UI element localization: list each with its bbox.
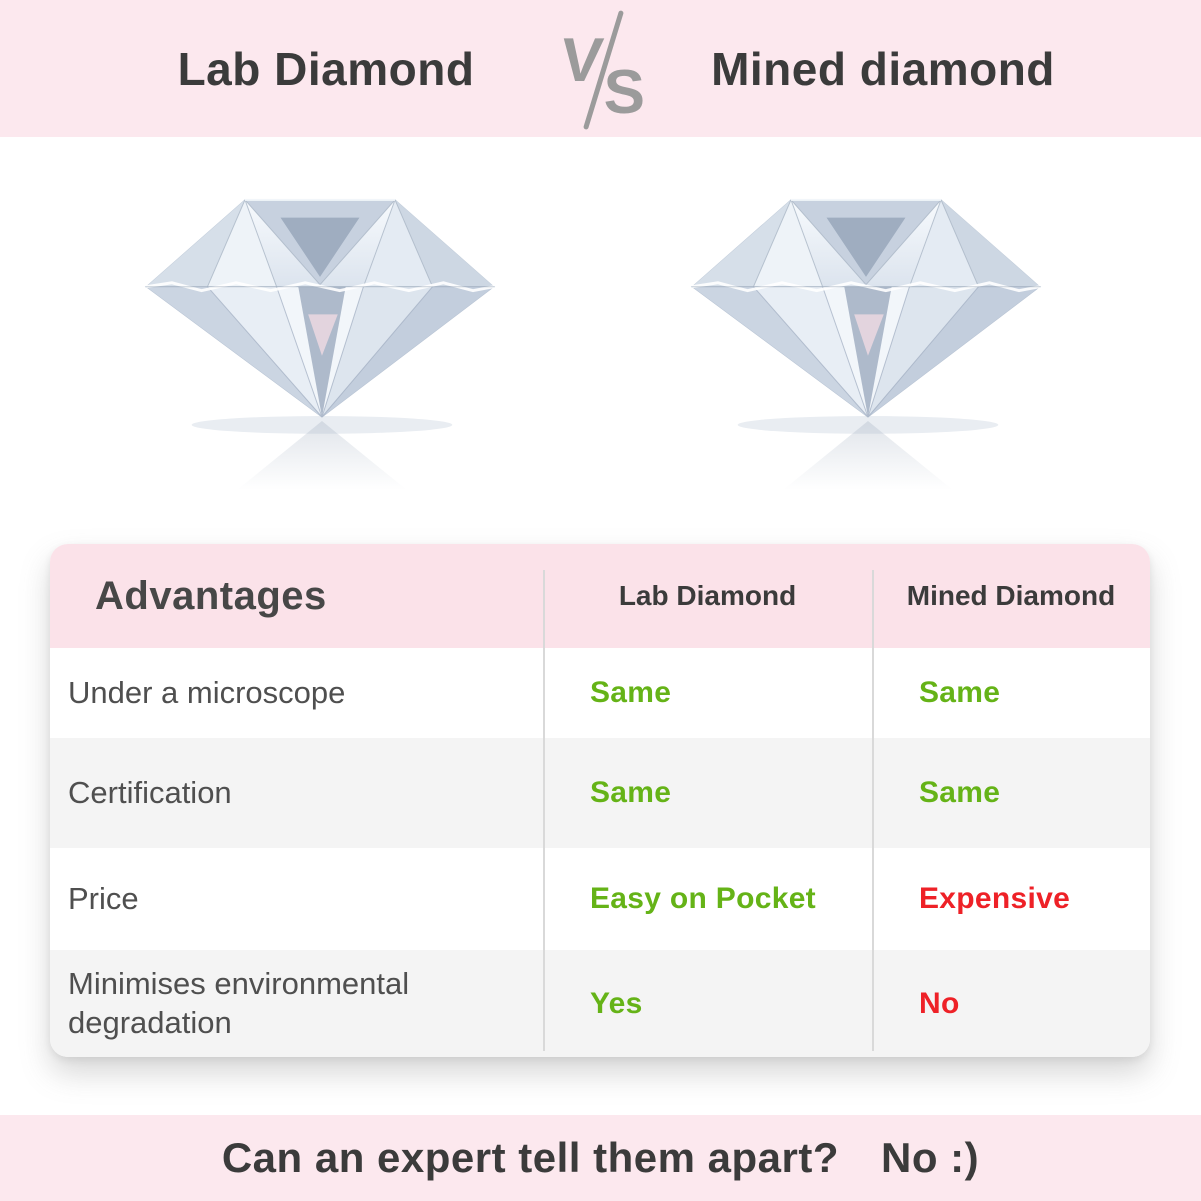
- row-feature-microscope: Under a microscope: [50, 648, 543, 738]
- lab-diamond-photo: [142, 188, 498, 494]
- footer-answer: No :): [881, 1134, 980, 1181]
- vs-mark: V S: [557, 6, 645, 134]
- row-feature-price: Price: [50, 848, 543, 950]
- row-feature-label: Under a microscope: [68, 674, 346, 710]
- column-divider-2: [872, 570, 874, 1051]
- row-price-mined-value: Expensive: [919, 882, 1071, 915]
- row-certification-lab-value: Same: [543, 738, 872, 848]
- row-feature-label: Minimises environmental degradation: [68, 965, 410, 1040]
- table-header-lab-diamond: Lab Diamond: [543, 544, 872, 648]
- row-feature-label: Price: [68, 880, 139, 916]
- vs-letter-s: S: [603, 58, 645, 127]
- row-feature-certification: Certification: [50, 738, 543, 848]
- row-price-lab-value: Easy on Pocket: [590, 882, 816, 915]
- row-feature-label: Certification: [68, 774, 232, 810]
- row-environment-mined-value: No: [872, 950, 1150, 1057]
- footer-question: Can an expert tell them apart?: [221, 1134, 839, 1181]
- column-divider-1: [543, 570, 545, 1051]
- comparison-table: Advantages Lab Diamond Mined Diamond Und…: [50, 544, 1150, 1057]
- table-header-advantages: Advantages: [50, 544, 543, 648]
- row-certification-mined-value: Same: [872, 738, 1150, 848]
- row-microscope-lab-value: Same: [590, 676, 672, 709]
- row-environment-lab-value: Yes: [543, 950, 872, 1057]
- table-header-mined-diamond: Mined Diamond: [872, 544, 1150, 648]
- footer-band: Can an expert tell them apart? No :): [0, 1115, 1201, 1201]
- row-microscope-mined-value: Same: [919, 676, 1001, 709]
- left-title: Lab Diamond: [177, 42, 475, 95]
- title-band: Lab Diamond V S Mined diamond: [0, 0, 1201, 137]
- row-feature-environment: Minimises environmental degradation: [50, 950, 543, 1057]
- right-title: Mined diamond: [711, 42, 1055, 95]
- comparison-table-card: Advantages Lab Diamond Mined Diamond Und…: [50, 544, 1150, 1057]
- mined-diamond-photo: [688, 188, 1044, 494]
